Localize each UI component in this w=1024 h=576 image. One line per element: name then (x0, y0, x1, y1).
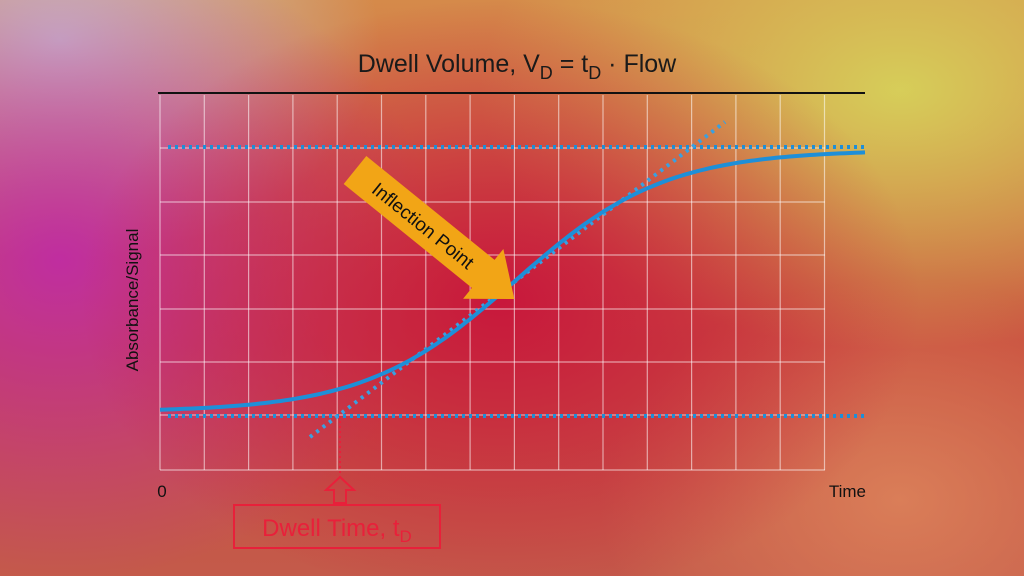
signal-curve (159, 150, 866, 412)
x-axis-origin: 0 (157, 482, 166, 501)
dwell-time-box (233, 504, 441, 549)
x-axis-label: Time (829, 482, 866, 501)
dwell-time-label: Dwell Time, tD (262, 515, 412, 546)
inflection-arrow: Inflection Point (343, 156, 515, 300)
chart-title: Dwell Volume, VD = tD · Flow (358, 50, 677, 83)
arrow-shape-icon (343, 156, 515, 300)
inflection-point-label: Inflection Point (367, 179, 478, 274)
tangent-line (308, 120, 727, 439)
dwell-arrow-up-icon (323, 475, 357, 504)
y-axis-label: Absorbance/Signal (123, 229, 142, 372)
